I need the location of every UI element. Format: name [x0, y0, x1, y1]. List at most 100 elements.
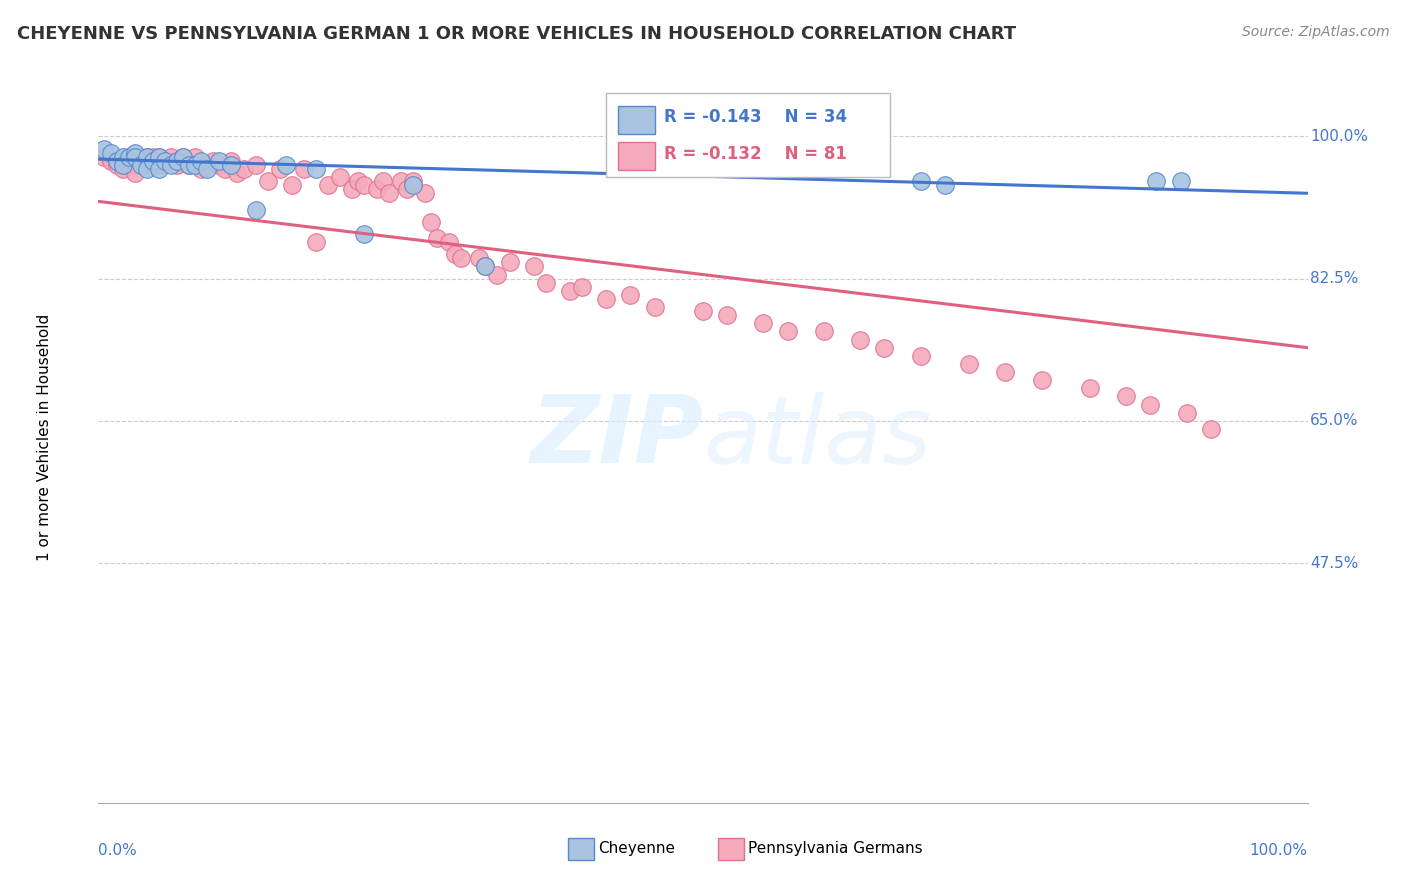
- Text: atlas: atlas: [703, 392, 931, 483]
- Point: [160, 158, 183, 172]
- Point: [184, 158, 207, 172]
- Point: [468, 252, 491, 266]
- Point: [105, 153, 128, 168]
- Point: [437, 235, 460, 249]
- Point: [118, 158, 141, 172]
- Point: [305, 161, 328, 176]
- Text: 82.5%: 82.5%: [1310, 271, 1358, 286]
- Point: [534, 276, 557, 290]
- Point: [910, 174, 932, 188]
- Point: [202, 153, 225, 168]
- Point: [160, 150, 183, 164]
- Point: [420, 215, 443, 229]
- Point: [347, 174, 370, 188]
- Text: 0.0%: 0.0%: [98, 843, 138, 858]
- Bar: [568, 838, 595, 860]
- Point: [93, 150, 115, 164]
- Text: 100.0%: 100.0%: [1310, 128, 1368, 144]
- Point: [274, 158, 297, 172]
- Point: [172, 150, 194, 164]
- Point: [208, 153, 231, 168]
- Point: [426, 231, 449, 245]
- FancyBboxPatch shape: [606, 94, 890, 178]
- Point: [752, 316, 775, 330]
- Point: [190, 161, 212, 176]
- Point: [342, 182, 364, 196]
- Point: [208, 158, 231, 172]
- Point: [1199, 422, 1222, 436]
- Point: [124, 145, 146, 160]
- Point: [105, 158, 128, 172]
- Point: [1078, 381, 1101, 395]
- Text: 100.0%: 100.0%: [1250, 843, 1308, 858]
- Point: [195, 161, 218, 176]
- Bar: [717, 838, 744, 860]
- Point: [245, 158, 267, 172]
- Point: [402, 174, 425, 188]
- Point: [135, 161, 157, 176]
- Point: [1175, 406, 1198, 420]
- Point: [474, 260, 496, 274]
- Point: [226, 166, 249, 180]
- Point: [910, 349, 932, 363]
- Point: [221, 153, 243, 168]
- Point: [873, 341, 896, 355]
- Point: [93, 142, 115, 156]
- Point: [118, 150, 141, 164]
- Point: [232, 161, 254, 176]
- Point: [402, 178, 425, 193]
- Point: [474, 260, 496, 274]
- Point: [595, 292, 617, 306]
- Point: [450, 252, 472, 266]
- Point: [444, 247, 467, 261]
- Point: [184, 150, 207, 164]
- Point: [353, 227, 375, 241]
- Point: [281, 178, 304, 193]
- Point: [395, 182, 418, 196]
- Text: 1 or more Vehicles in Household: 1 or more Vehicles in Household: [37, 313, 52, 561]
- Point: [190, 153, 212, 168]
- Point: [366, 182, 388, 196]
- Point: [100, 145, 122, 160]
- Point: [148, 161, 170, 176]
- Point: [166, 153, 188, 168]
- Point: [329, 169, 352, 184]
- Point: [994, 365, 1017, 379]
- Point: [571, 279, 593, 293]
- Point: [148, 150, 170, 164]
- Text: 47.5%: 47.5%: [1310, 556, 1358, 571]
- Point: [498, 255, 520, 269]
- Point: [486, 268, 509, 282]
- Point: [129, 158, 152, 172]
- Point: [269, 161, 291, 176]
- Point: [619, 288, 641, 302]
- Point: [135, 150, 157, 164]
- Point: [371, 174, 394, 188]
- Point: [135, 158, 157, 172]
- Point: [305, 235, 328, 249]
- Point: [172, 150, 194, 164]
- Point: [111, 161, 134, 176]
- Point: [849, 333, 872, 347]
- Point: [124, 158, 146, 172]
- Point: [124, 166, 146, 180]
- Point: [716, 308, 738, 322]
- Point: [166, 158, 188, 172]
- Point: [353, 178, 375, 193]
- Point: [292, 161, 315, 176]
- Point: [245, 202, 267, 217]
- Point: [195, 158, 218, 172]
- Point: [1170, 174, 1192, 188]
- Point: [100, 153, 122, 168]
- Point: [148, 150, 170, 164]
- Point: [124, 150, 146, 164]
- Point: [413, 186, 436, 201]
- Point: [111, 150, 134, 164]
- Point: [256, 174, 278, 188]
- Point: [1115, 389, 1137, 403]
- Point: [142, 153, 165, 168]
- Text: R = -0.143    N = 34: R = -0.143 N = 34: [664, 109, 848, 127]
- Point: [813, 325, 835, 339]
- Point: [148, 158, 170, 172]
- Text: ZIP: ZIP: [530, 391, 703, 483]
